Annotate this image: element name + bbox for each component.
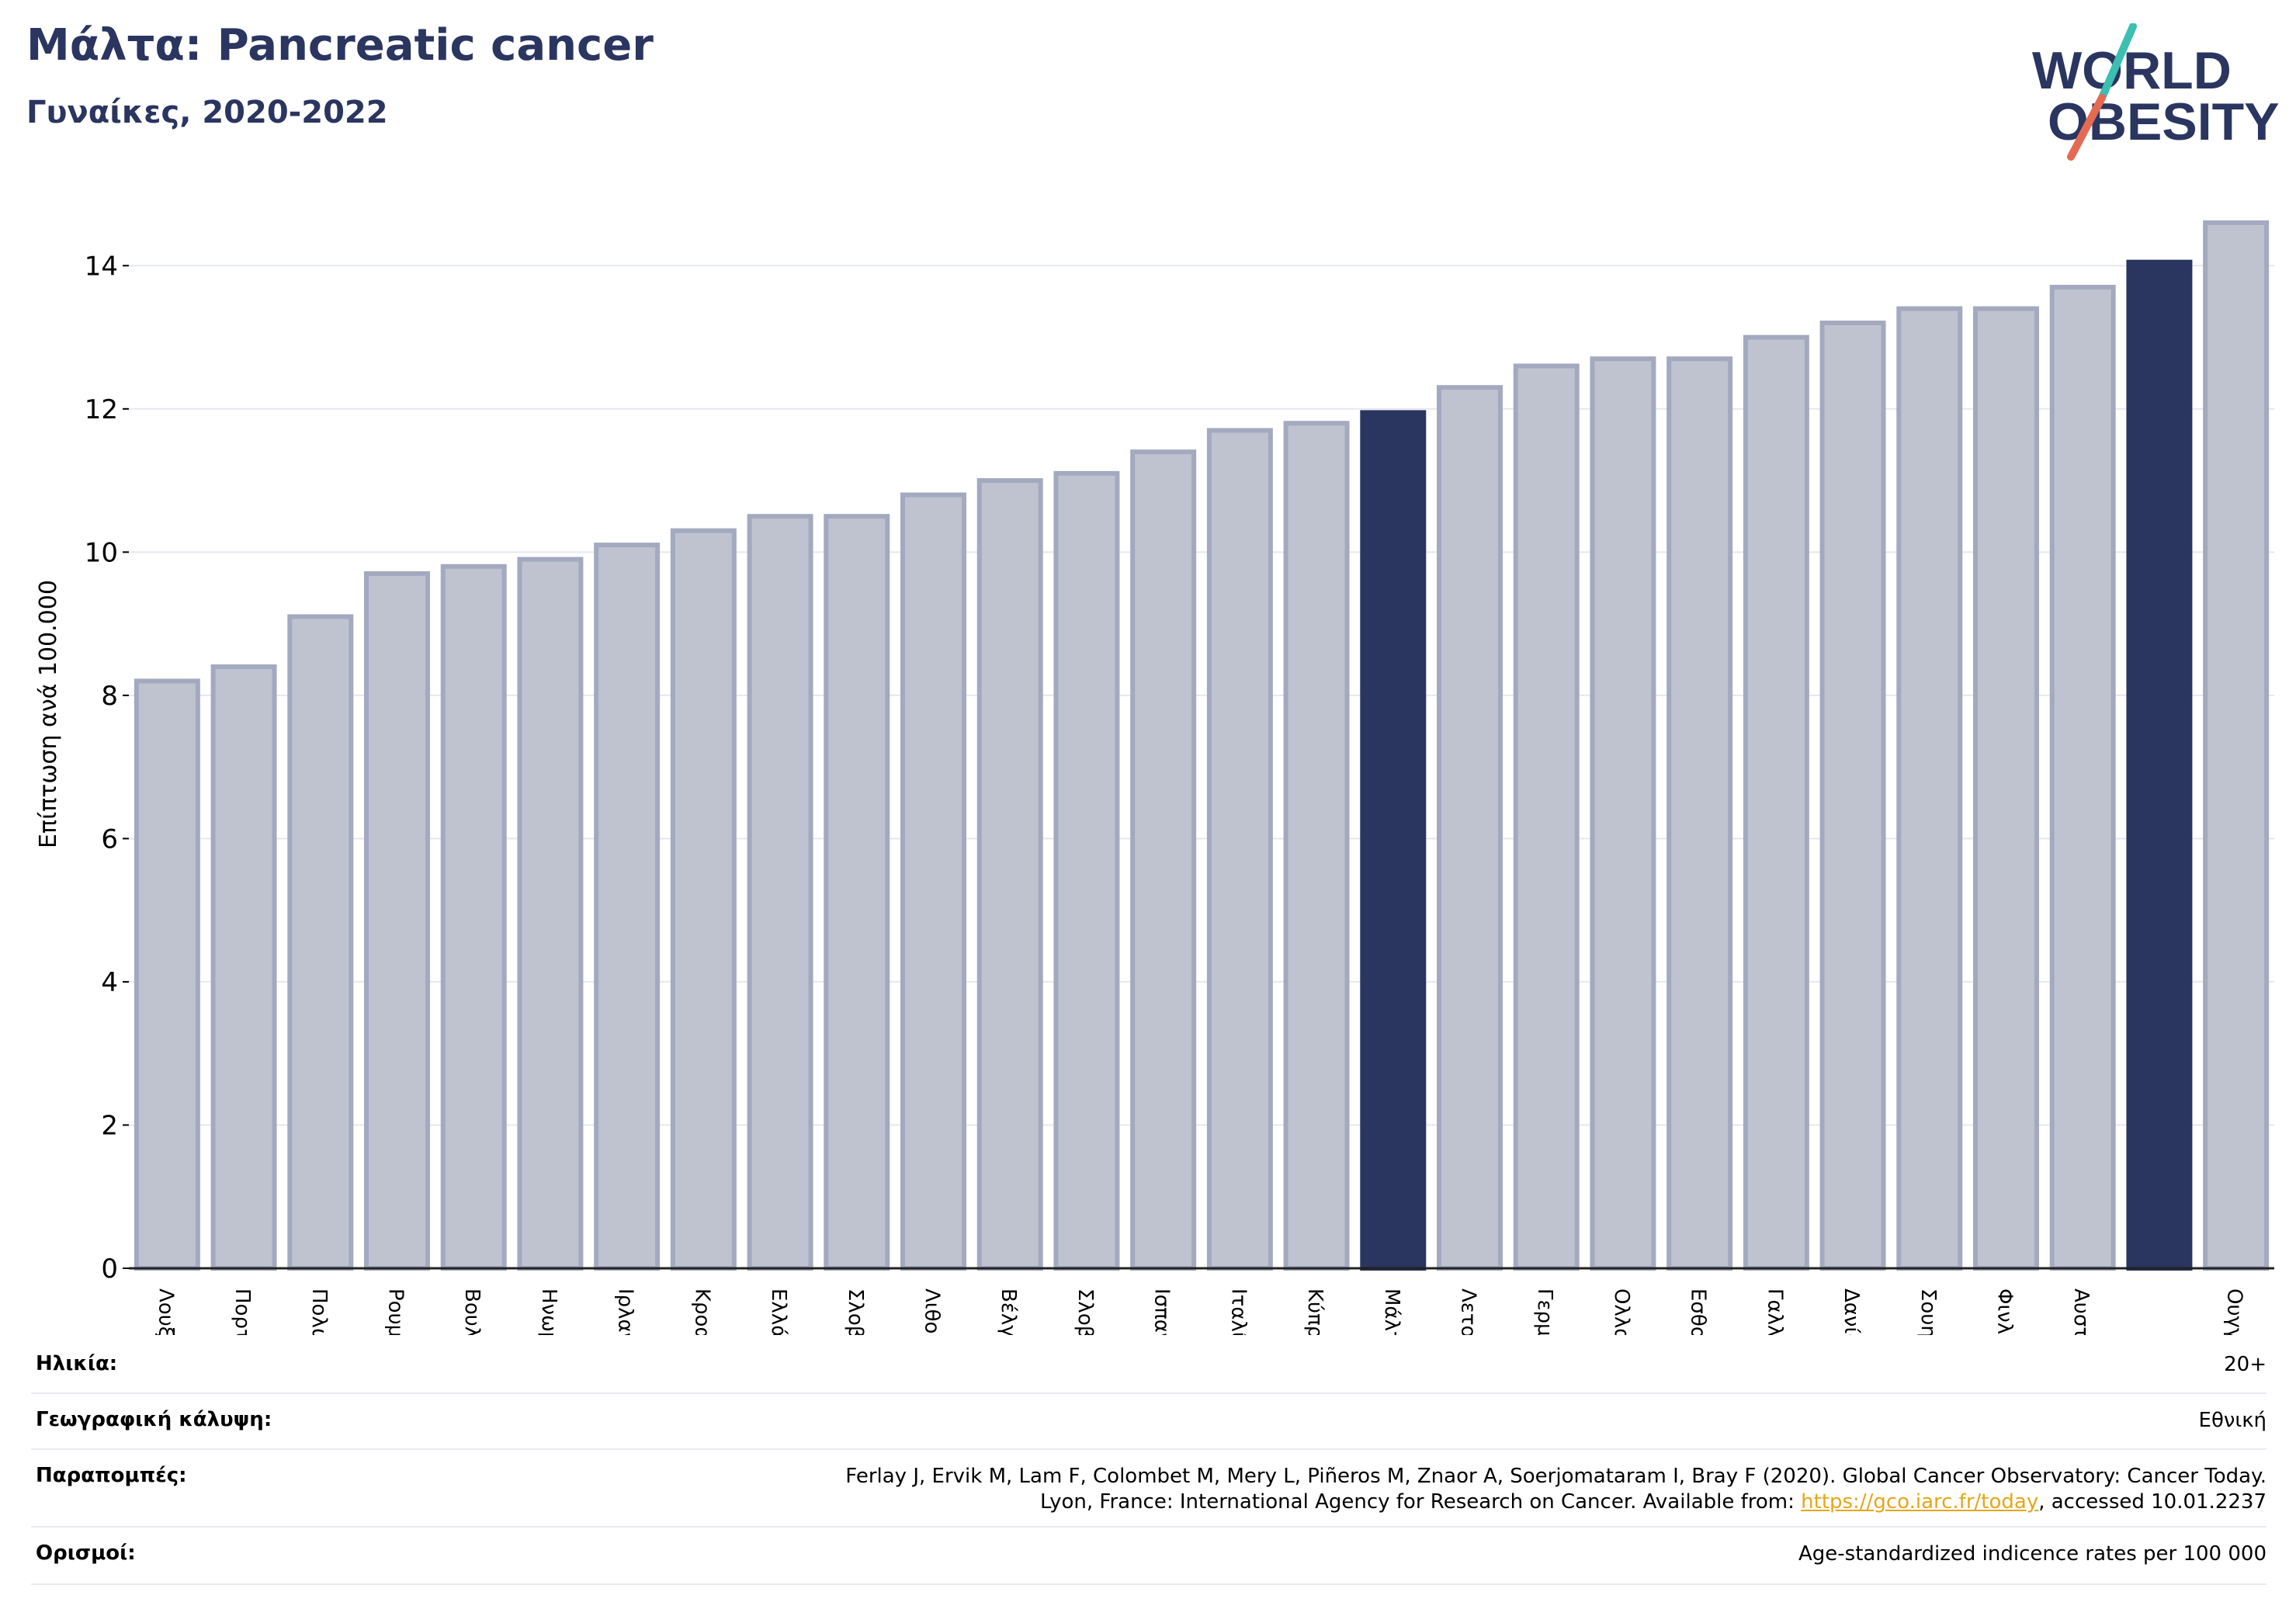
bar <box>1437 385 1503 1271</box>
x-tick-labels: Λουξεμβούργο Πορτογαλία Πολωνία Ρουμανία Βου… <box>154 1288 2246 1335</box>
bar <box>517 557 584 1271</box>
x-tick-label: Κύπρος <box>1303 1288 1327 1335</box>
x-tick-label: Λουξεμβούργο <box>154 1288 177 1335</box>
refs-line1: Ferlay J, Ervik M, Lam F, Colombet M, Me… <box>845 1465 2267 1488</box>
x-tick-label: Σλοβακία <box>1073 1288 1097 1335</box>
info-geo-row: Γεωγραφική κάλυψη: Εθνική <box>31 1392 2267 1450</box>
y-tick-label: 12 <box>85 394 118 425</box>
bar <box>364 571 430 1271</box>
geo-value: Εθνική <box>2198 1409 2267 1432</box>
x-tick-label: Ηνωμένο Βασίλειο <box>537 1288 560 1335</box>
bar <box>2049 284 2116 1271</box>
defs-value: Age-standardized indicence rates per 100… <box>1798 1542 2267 1566</box>
refs-line2: Lyon, France: International Agency for R… <box>845 1489 2267 1515</box>
bar <box>824 514 890 1271</box>
defs-label: Ορισμοί: <box>36 1542 136 1565</box>
x-tick-label: Ουγγαρία <box>2223 1288 2246 1335</box>
chart-subtitle: Γυναίκες, 2020-2022 <box>26 95 388 130</box>
y-tick-label: 6 <box>101 824 118 855</box>
x-tick-label: Πολωνία <box>307 1288 331 1335</box>
bar <box>747 514 813 1271</box>
bars <box>134 220 2270 1271</box>
logo-slash-coral <box>2067 94 2106 161</box>
x-tick-label: Ιταλία <box>1226 1288 1250 1335</box>
x-tick-label: Ισπανία <box>1150 1288 1174 1335</box>
geo-label: Γεωγραφική κάλυψη: <box>36 1408 272 1431</box>
y-tick-label: 14 <box>85 251 118 282</box>
bar <box>594 543 661 1271</box>
y-tick-label: 0 <box>101 1254 118 1285</box>
y-tick-label: 8 <box>101 681 118 712</box>
bar <box>900 492 966 1271</box>
bar <box>1743 335 1809 1271</box>
info-age-row: Ηλικία: 20+ <box>31 1335 2267 1394</box>
bar <box>1590 356 1656 1271</box>
bar <box>1896 306 1963 1271</box>
x-tick-label: Σλοβενία <box>844 1288 867 1335</box>
axes: 0 2 4 6 8 10 12 14 <box>85 251 2274 1285</box>
x-tick-label: Πορτογαλία <box>231 1288 254 1335</box>
x-tick-label: Δανία <box>1840 1288 1863 1335</box>
y-tick-label: 10 <box>85 537 118 568</box>
refs-link[interactable]: https://gco.iarc.fr/today <box>1801 1490 2039 1514</box>
x-tick-label: Ιρλανδία <box>614 1288 637 1335</box>
bar <box>134 678 200 1271</box>
chart-title: Μάλτα: Pancreatic cancer <box>26 20 654 71</box>
refs-line2-prefix: Lyon, France: International Agency for R… <box>1039 1490 1802 1514</box>
bar <box>2203 220 2270 1271</box>
bar <box>1130 449 1197 1271</box>
x-tick-label: Βέλγιο <box>997 1288 1020 1335</box>
logo-line1: WORLD <box>2032 41 2232 100</box>
bar <box>1513 363 1580 1271</box>
age-value: 20+ <box>2224 1353 2267 1376</box>
x-tick-label: Εσθονία <box>1687 1288 1710 1335</box>
bar <box>670 528 737 1271</box>
bar <box>1667 356 1733 1271</box>
bar <box>1819 321 1886 1271</box>
y-tick-label: 4 <box>101 967 118 998</box>
x-tick-label: Γαλλία <box>1763 1288 1786 1335</box>
info-refs-row: Παραπομπές: Ferlay J, Ervik M, Lam F, Co… <box>31 1448 2267 1528</box>
x-tick-label: Λιθουανία <box>921 1288 944 1335</box>
info-defs-row: Ορισμοί: Age-standardized indicence rate… <box>31 1526 2267 1585</box>
x-tick-label: Γερμανία <box>1533 1288 1556 1335</box>
bar <box>287 614 354 1271</box>
x-tick-label: Μάλτα <box>1380 1288 1403 1335</box>
bar <box>1973 306 2039 1271</box>
x-tick-label: Ρουμανία <box>384 1288 408 1335</box>
bar <box>1283 421 1350 1271</box>
x-tick-label: Ελλάδα <box>767 1288 790 1335</box>
x-tick-label: Λετονία <box>1457 1288 1480 1335</box>
y-tick-label: 2 <box>101 1110 118 1141</box>
bar <box>976 478 1043 1271</box>
age-label: Ηλικία: <box>36 1352 118 1375</box>
x-tick-label: Σουηδία <box>1916 1288 1940 1335</box>
bar <box>1053 470 1120 1271</box>
refs-line2-suffix: , accessed 10.01.2237 <box>2038 1490 2267 1514</box>
bar <box>2126 259 2193 1271</box>
y-axis-label: Επίπτωση ανά 100.000 <box>35 580 62 848</box>
bar <box>440 564 507 1271</box>
logo-slash-teal <box>2098 23 2137 102</box>
world-obesity-logo: WORLD OBESITY <box>2032 23 2280 161</box>
refs-label: Παραπομπές: <box>36 1464 187 1487</box>
x-tick-label: Κροατία <box>690 1288 713 1335</box>
x-tick-label: Αυστρία <box>2069 1288 2093 1335</box>
bar <box>210 664 277 1271</box>
bar <box>1360 410 1427 1271</box>
x-tick-label: Βουλγαρία <box>460 1288 484 1335</box>
bar <box>1206 428 1273 1271</box>
x-tick-label: Ολλανδία <box>1610 1288 1633 1335</box>
x-tick-label: Φινλανδία <box>1993 1288 2017 1335</box>
refs-value: Ferlay J, Ervik M, Lam F, Colombet M, Me… <box>845 1464 2267 1515</box>
bar-chart: 0 2 4 6 8 10 12 14 Λουξεμβούργο Πορτογαλία Πολωνί… <box>35 220 2274 1335</box>
